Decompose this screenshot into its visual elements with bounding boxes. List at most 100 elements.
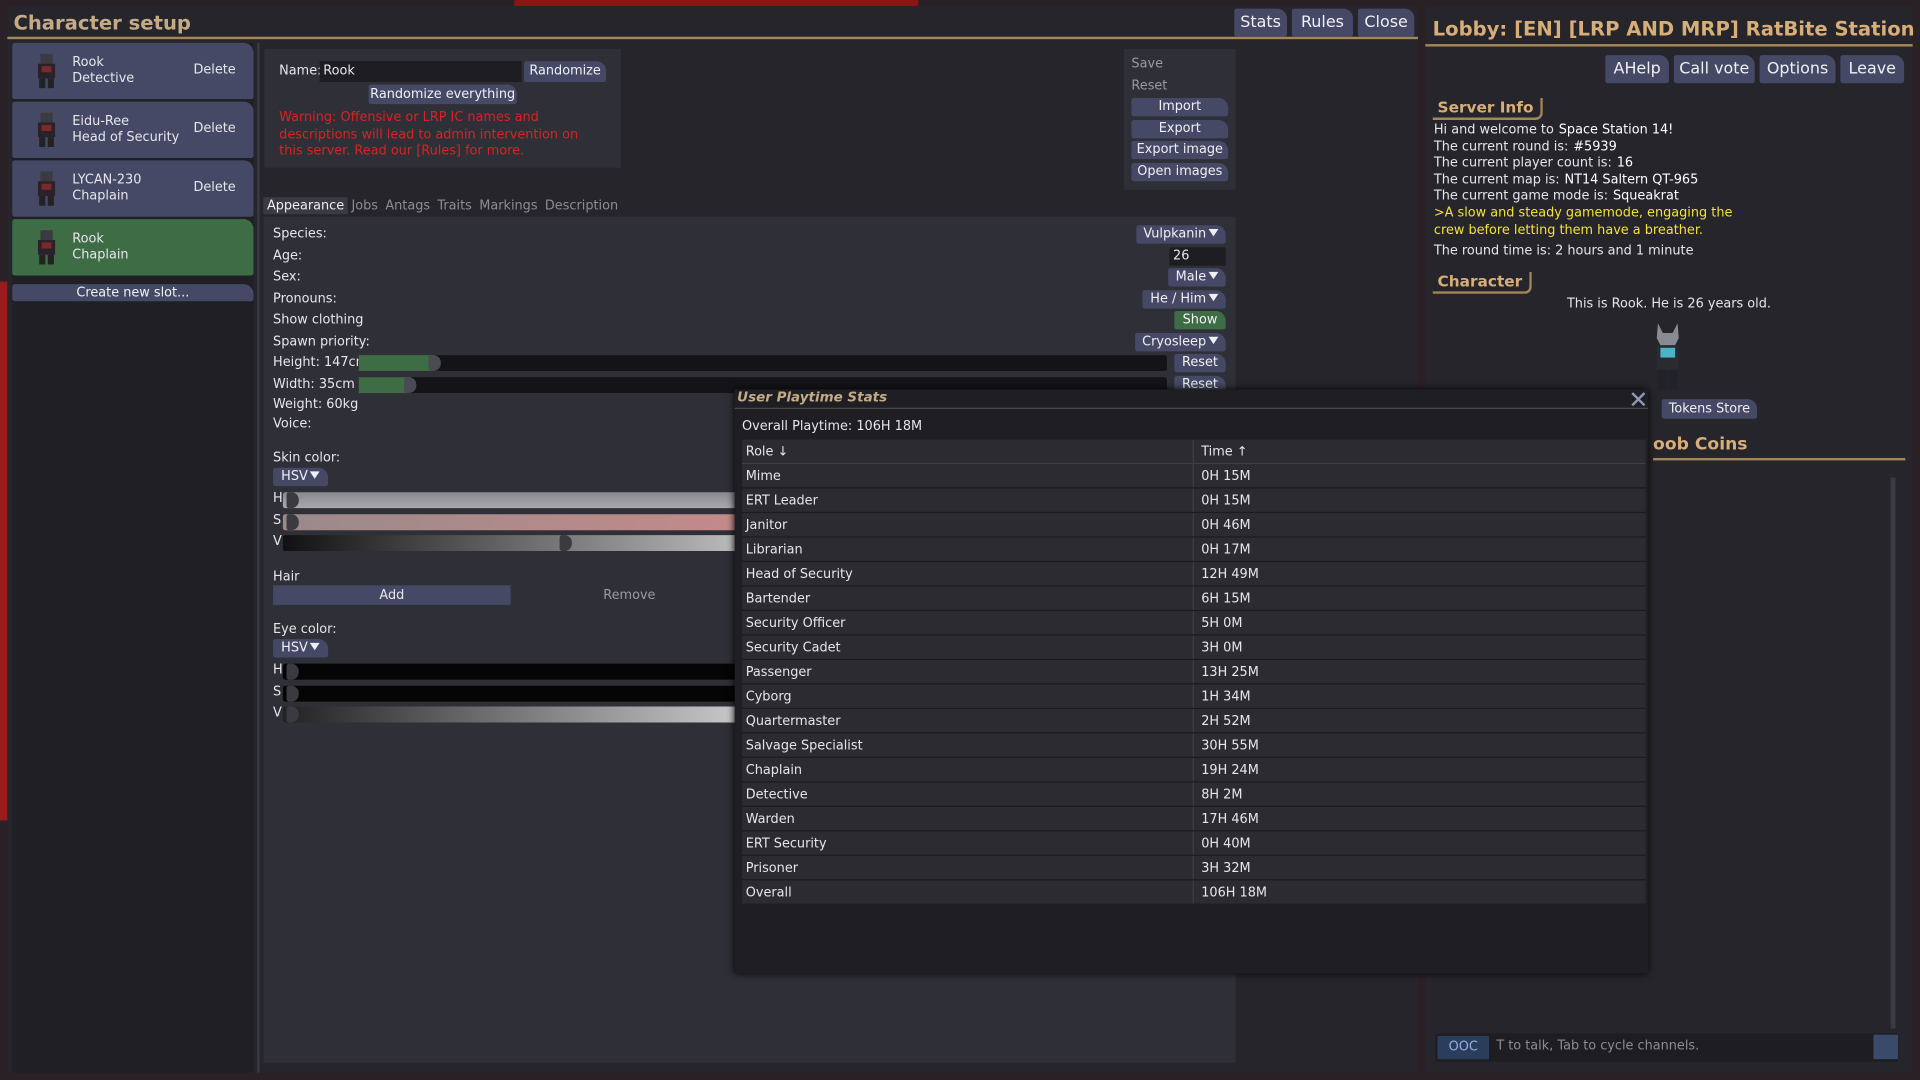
close-button[interactable] (1631, 392, 1646, 407)
slider-knob[interactable] (286, 685, 299, 702)
table-row: ERT Leader 0H 15M (742, 489, 1646, 514)
color-slider[interactable] (282, 492, 739, 509)
name-input[interactable]: Rook (319, 61, 522, 83)
time-cell: 5H 0M (1201, 615, 1243, 631)
randomize-button[interactable]: Randomize (524, 61, 607, 83)
background-scene (514, 0, 919, 7)
slider-knob[interactable] (286, 513, 299, 530)
color-slider[interactable] (282, 663, 739, 680)
time-cell: 1H 34M (1201, 689, 1251, 705)
tab[interactable]: Appearance (263, 197, 348, 215)
info-line: The current game mode is: Squeakrat (1434, 189, 1679, 204)
color-slider[interactable] (282, 513, 739, 530)
field-label: Height: 147cm (273, 355, 369, 370)
reset-button[interactable]: Reset (1174, 353, 1226, 373)
slider[interactable] (358, 376, 1167, 393)
coins-header: oob Coins (1653, 434, 1748, 455)
tokens-store-button[interactable]: Tokens Store (1661, 399, 1758, 419)
character-sprite (1656, 323, 1679, 390)
column-header[interactable]: Time ↑ (1201, 444, 1248, 460)
tab[interactable]: Antags (385, 198, 431, 214)
show-toggle[interactable]: Show (1174, 311, 1226, 330)
side-button[interactable]: Import (1131, 97, 1229, 117)
slider-knob[interactable] (286, 663, 299, 680)
role-cell: Passenger (745, 664, 812, 680)
color-slider[interactable] (282, 535, 739, 552)
tab[interactable]: Traits (437, 198, 472, 214)
dropdown[interactable]: He / Him (1142, 289, 1226, 308)
character-description: This is Rook. He is 26 years old. (1566, 296, 1772, 312)
dropdown[interactable]: Cryosleep (1134, 332, 1226, 351)
dropdown[interactable]: Vulpkanin (1136, 225, 1226, 244)
lobby-button[interactable]: Leave (1840, 55, 1905, 84)
dropdown-value: Vulpkanin (1143, 226, 1207, 242)
table-row: Mime 0H 15M (742, 464, 1646, 489)
character-slot[interactable]: LYCAN-230 Chaplain Delete (12, 160, 254, 217)
role-cell: Mime (745, 468, 781, 484)
character-slot[interactable]: Eidu-Ree Head of Security Delete (12, 101, 254, 158)
channel-label: H (273, 662, 283, 678)
background-scene (0, 281, 8, 821)
slider-knob[interactable] (428, 355, 441, 372)
color-slider[interactable] (282, 706, 739, 723)
create-slot-button[interactable]: Create new slot... (12, 284, 254, 302)
slot-delete-button[interactable]: Delete (193, 180, 236, 195)
slider-knob[interactable] (286, 492, 299, 509)
info-line: Hi and welcome to Space Station 14! (1434, 122, 1673, 137)
side-button[interactable]: Export image (1131, 140, 1229, 160)
slot-delete-button[interactable]: Delete (193, 121, 236, 136)
time-cell: 17H 46M (1201, 811, 1259, 827)
header-button[interactable]: Close (1357, 8, 1415, 37)
tab[interactable]: Markings (479, 198, 538, 214)
table-row: Janitor 0H 46M (742, 513, 1646, 538)
field-label: Voice: (273, 416, 312, 432)
slider-knob[interactable] (559, 535, 572, 552)
side-button[interactable]: Save (1131, 56, 1163, 72)
chat-placeholder: T to talk, Tab to cycle channels. (1496, 1038, 1700, 1054)
info-value: 16 (1616, 155, 1634, 171)
slider-knob[interactable] (404, 376, 417, 393)
channel-label: S (273, 512, 282, 528)
slider-knob[interactable] (286, 706, 299, 723)
mode-text: HSV (281, 468, 308, 484)
info-line: The current round is: #5939 (1434, 139, 1617, 154)
tab[interactable]: Description (544, 198, 619, 214)
slider[interactable] (358, 355, 1167, 372)
character-slot[interactable]: Rook Chaplain (12, 219, 254, 276)
side-button[interactable]: Reset (1131, 77, 1168, 93)
reset-button[interactable]: Reset (1174, 375, 1226, 394)
color-slider[interactable] (282, 685, 739, 702)
character-slot[interactable]: Rook Detective Delete (12, 42, 254, 100)
lobby-button[interactable]: Options (1759, 55, 1836, 84)
slot-delete-button[interactable]: Delete (193, 62, 236, 78)
hair-remove-tab[interactable]: Remove (603, 587, 656, 603)
popup-title: User Playtime Stats (737, 389, 888, 406)
lobby-button[interactable]: Call vote (1673, 55, 1755, 84)
dropdown[interactable]: Male (1168, 268, 1226, 287)
header-button[interactable]: Rules (1291, 8, 1354, 37)
eye-color-mode[interactable]: HSV (273, 639, 329, 658)
age-input[interactable]: 26 (1169, 246, 1226, 266)
lobby-button[interactable]: AHelp (1605, 55, 1669, 84)
skin-color-mode[interactable]: HSV (273, 467, 329, 487)
chat-channel-button[interactable]: OOC (1437, 1035, 1489, 1060)
header-button[interactable]: Stats (1234, 8, 1287, 37)
chat-input[interactable]: OOC T to talk, Tab to cycle channels. (1435, 1033, 1898, 1062)
time-cell: 0H 40M (1201, 836, 1251, 852)
table-row: Head of Security 12H 49M (742, 562, 1646, 587)
popup-title-underline (734, 407, 1649, 409)
eye-color-label: Eye color: (273, 622, 337, 637)
slot-name: Eidu-Ree (72, 113, 130, 129)
randomize-everything-button[interactable]: Randomize everything (368, 84, 517, 105)
field-label: Spawn priority: (273, 333, 370, 349)
hair-add-tab[interactable]: Add (273, 585, 511, 605)
table-row: Quartermaster 2H 52M (742, 709, 1646, 734)
side-button[interactable]: Export (1131, 119, 1229, 138)
chat-filter-button[interactable] (1873, 1034, 1898, 1060)
info-label: Hi and welcome to (1433, 122, 1554, 138)
tab[interactable]: Jobs (351, 198, 379, 214)
column-header[interactable]: Role ↓ (745, 444, 789, 460)
info-label: The current player count is: (1433, 155, 1612, 171)
channel-label: H (273, 491, 283, 506)
side-button[interactable]: Open images (1131, 162, 1229, 181)
